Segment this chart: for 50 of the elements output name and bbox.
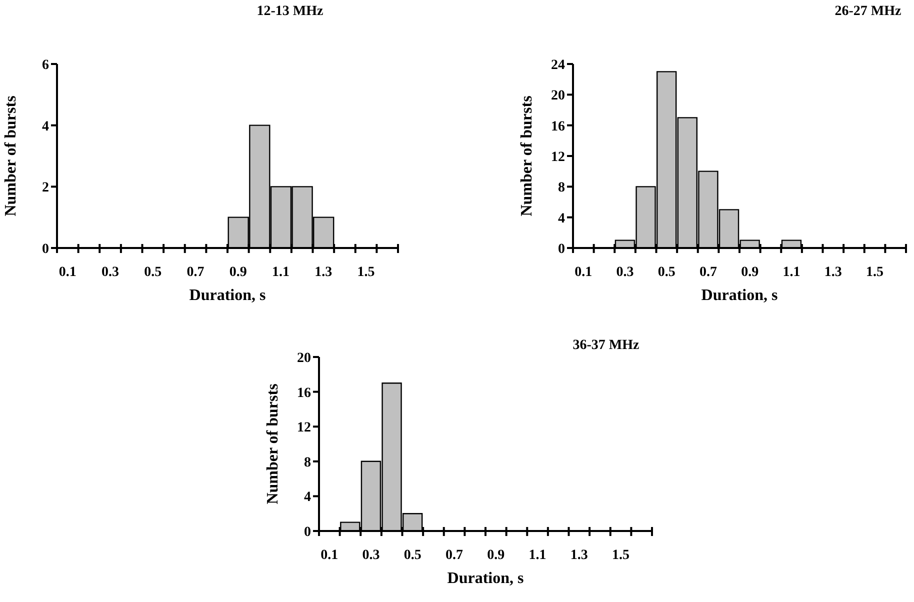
- x-tick-label: 0.7: [446, 548, 464, 563]
- x-tick-label: 1.1: [528, 548, 546, 563]
- x-tick-label: 0.3: [362, 548, 380, 563]
- y-tick-label: 20: [551, 88, 565, 104]
- y-tick-label: 16: [297, 386, 311, 401]
- y-tick-label: 2: [42, 180, 49, 196]
- chart-title: 36-37 MHz: [572, 338, 640, 354]
- x-tick-label: 0.9: [229, 265, 247, 280]
- x-tick-label: 0.3: [616, 265, 634, 280]
- y-tick-label: 8: [558, 180, 565, 196]
- x-tick-label: 0.7: [186, 265, 204, 280]
- y-tick-label: 12: [297, 420, 311, 436]
- x-axis-title: Duration, s: [189, 287, 266, 304]
- x-tick-label: 0.3: [102, 265, 120, 280]
- x-tick-label: 1.1: [782, 265, 800, 280]
- x-tick-label: 0.5: [404, 548, 422, 563]
- y-tick-label: 16: [551, 119, 565, 134]
- x-tick-label: 0.9: [487, 548, 505, 563]
- y-tick-label: 12: [551, 150, 565, 165]
- y-tick-label: 4: [558, 211, 565, 226]
- y-axis-title: Number of bursts: [2, 96, 20, 216]
- x-tick-label: 1.3: [314, 265, 332, 280]
- x-tick-label: 0.1: [58, 265, 76, 280]
- y-tick-label: 0: [558, 242, 565, 257]
- y-tick-label: 24: [551, 58, 565, 73]
- x-tick-label: 0.1: [320, 548, 338, 563]
- x-axis-title: Duration, s: [701, 287, 778, 304]
- x-tick-label: 0.9: [741, 265, 759, 280]
- y-tick-label: 0: [304, 524, 311, 540]
- y-tick-label: 0: [42, 242, 49, 257]
- x-tick-label: 0.5: [658, 265, 676, 280]
- x-tick-label: 0.1: [574, 265, 592, 280]
- x-tick-label: 1.3: [824, 265, 842, 280]
- x-tick-label: 1.5: [612, 548, 630, 563]
- y-tick-label: 6: [42, 58, 49, 73]
- x-axis-title: Duration, s: [447, 570, 524, 587]
- chart-title: 26-27 MHz: [834, 4, 902, 20]
- x-tick-label: 0.7: [700, 265, 718, 280]
- y-tick-label: 4: [304, 490, 311, 506]
- y-tick-label: 20: [297, 350, 311, 366]
- x-tick-label: 0.5: [144, 265, 162, 280]
- x-tick-label: 1.5: [866, 265, 884, 280]
- chart-title: 12-13 MHz: [256, 4, 324, 20]
- y-axis-title: Number of bursts: [518, 96, 536, 216]
- y-axis-title: Number of bursts: [264, 384, 282, 504]
- y-tick-label: 8: [304, 455, 311, 470]
- x-tick-label: 1.1: [272, 265, 290, 280]
- x-tick-label: 1.3: [570, 548, 588, 563]
- x-tick-label: 1.5: [357, 265, 375, 280]
- y-tick-label: 4: [42, 119, 49, 134]
